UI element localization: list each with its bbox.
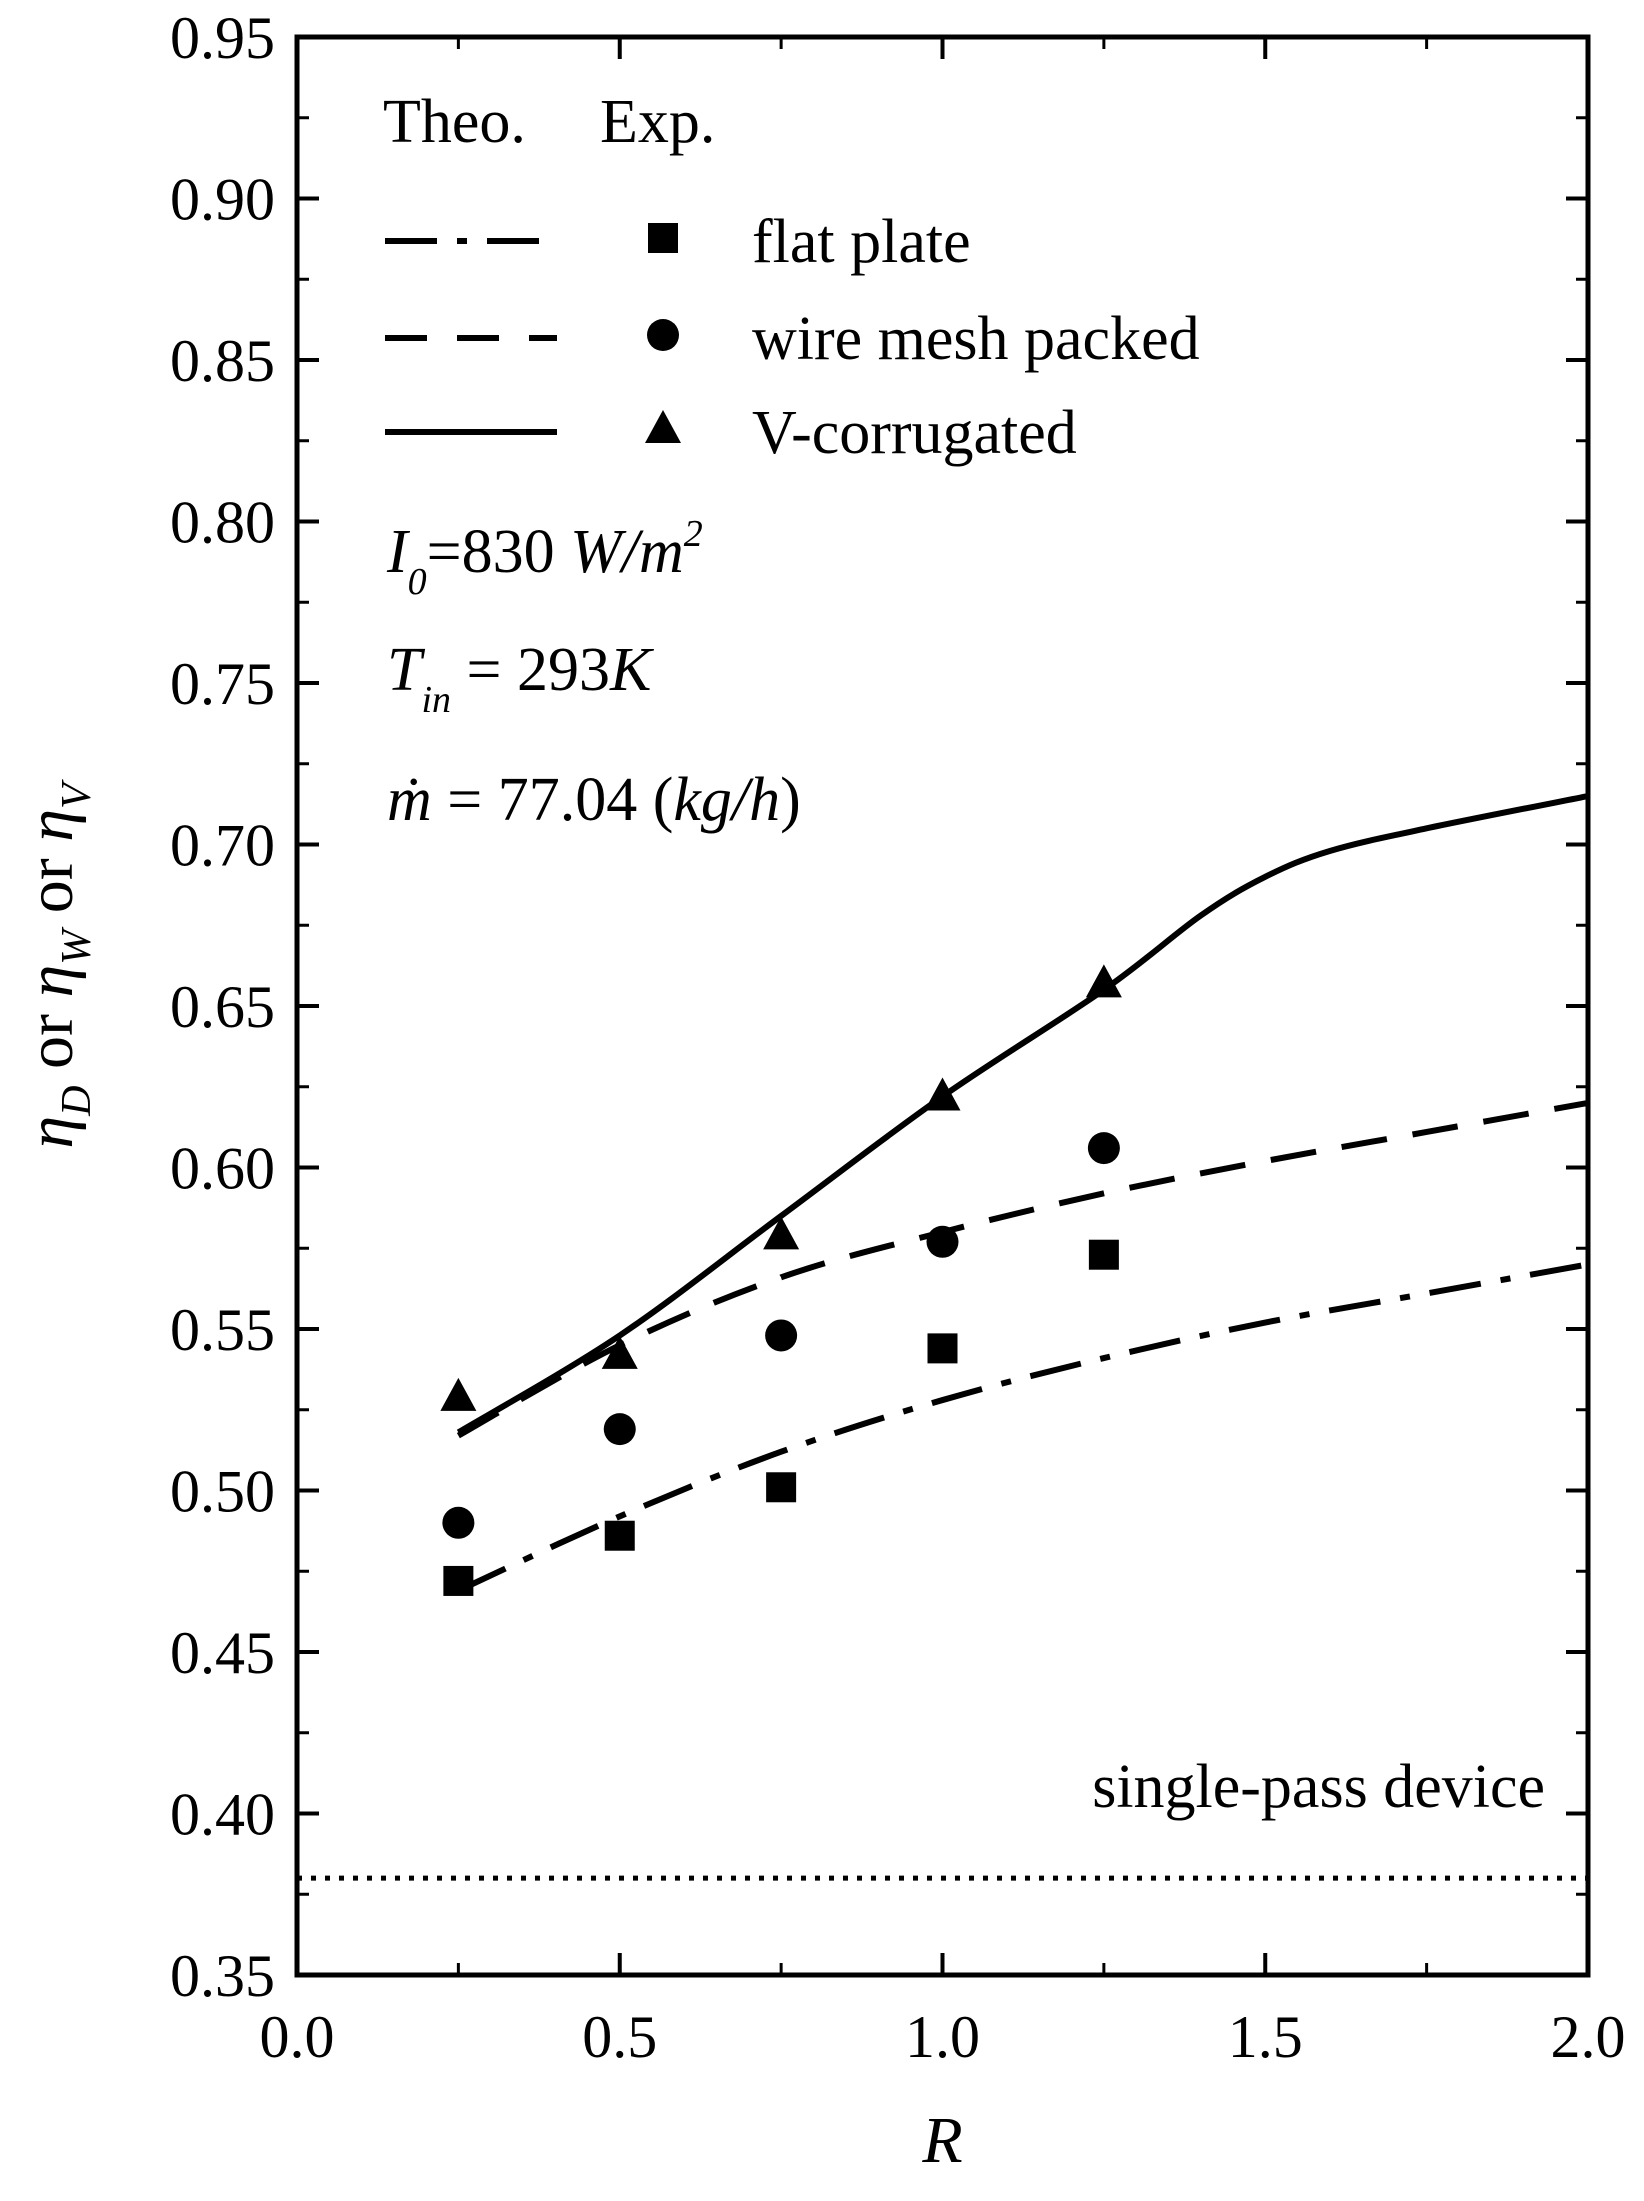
exp-point-wire-mesh-packed <box>1087 1132 1120 1165</box>
conditions-text: I0=830 W/m2 Tin = 293K ṁ = 77.04 (kg/h) <box>386 513 801 834</box>
condition-line: Tin = 293K <box>387 636 655 721</box>
exp-point-flat-plate <box>604 1520 635 1551</box>
x-tick-label: 1.5 <box>1228 2004 1303 2070</box>
exp-point-flat-plate <box>1088 1239 1119 1270</box>
legend-label: flat plate <box>752 208 971 276</box>
condition-line: I0=830 W/m2 <box>386 513 703 603</box>
y-tick-label: 0.80 <box>170 490 275 556</box>
theory-line-v-corrugated <box>456 793 1589 1435</box>
legend-label: V-corrugated <box>752 399 1077 467</box>
y-tick-label: 0.95 <box>170 5 275 71</box>
legend-label: wire mesh packed <box>752 305 1200 373</box>
y-tick-label: 0.45 <box>170 1620 275 1686</box>
y-tick-label: 0.70 <box>170 813 275 879</box>
exp-point-wire-mesh-packed <box>765 1319 798 1352</box>
exp-point-v-corrugated <box>440 1377 477 1411</box>
exp-point-v-corrugated <box>924 1077 961 1111</box>
condition-line: ṁ = 77.04 (kg/h) <box>387 766 801 834</box>
axis-ticks: 0.35 0.40 0.45 0.50 0.55 0.60 0.65 0.70 0.75 0.80… <box>170 5 1626 2070</box>
theory-line-flat-plate <box>457 1261 1589 1594</box>
x-tick-label: 2.0 <box>1551 2004 1626 2070</box>
exp-point-flat-plate <box>443 1565 474 1596</box>
legend-header-exp: Exp. <box>600 88 715 156</box>
axis-labels: RηD or ηW or ηV single-pass device <box>14 779 1545 2177</box>
legend-header-theo: Theo. <box>383 88 526 156</box>
data-markers <box>440 964 1122 1596</box>
y-tick-label: 0.75 <box>170 651 275 717</box>
x-tick-label: 1.0 <box>905 2004 980 2070</box>
y-tick-label: 0.40 <box>170 1782 275 1848</box>
single-pass-annotation: single-pass device <box>1092 1753 1545 1821</box>
legend-marker-circle <box>647 319 679 351</box>
exp-point-wire-mesh-packed <box>603 1413 636 1446</box>
y-tick-label: 0.90 <box>170 167 275 233</box>
y-axis-title: ηD or ηW or ηV <box>14 779 100 1149</box>
exp-point-v-corrugated <box>763 1216 800 1250</box>
exp-point-wire-mesh-packed <box>926 1225 959 1258</box>
x-axis-title: R <box>921 2104 962 2177</box>
legend-marker-triangle <box>645 410 681 443</box>
theory-line-wire-mesh-packed <box>456 1099 1589 1439</box>
exp-point-v-corrugated <box>601 1335 638 1369</box>
exp-point-wire-mesh-packed <box>442 1506 475 1539</box>
exp-point-v-corrugated <box>1085 964 1122 998</box>
x-tick-label: 0.5 <box>582 2004 657 2070</box>
legend-marker-square <box>648 223 678 253</box>
y-tick-label: 0.85 <box>170 328 275 394</box>
y-tick-label: 0.50 <box>170 1459 275 1525</box>
exp-point-flat-plate <box>927 1333 958 1364</box>
y-tick-label: 0.55 <box>170 1297 275 1363</box>
legend: Theo. Exp. flat plate wire mesh packed V-cor… <box>383 88 1200 467</box>
x-tick-label: 0.0 <box>260 2004 335 2070</box>
y-tick-label: 0.35 <box>170 1943 275 2009</box>
y-tick-label: 0.65 <box>170 974 275 1040</box>
exp-point-flat-plate <box>766 1472 797 1503</box>
y-tick-label: 0.60 <box>170 1136 275 1202</box>
